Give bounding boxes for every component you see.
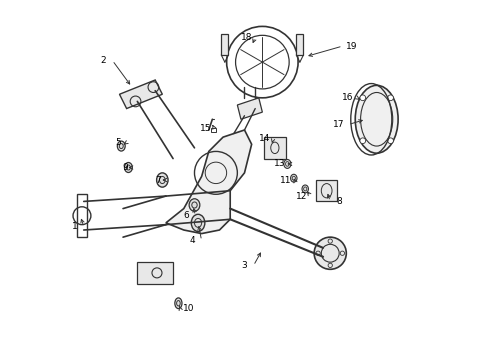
- Ellipse shape: [302, 185, 308, 193]
- Ellipse shape: [191, 214, 204, 231]
- Ellipse shape: [283, 159, 290, 168]
- Polygon shape: [221, 33, 228, 55]
- Text: 13: 13: [273, 159, 285, 168]
- Text: 10: 10: [183, 304, 195, 313]
- Text: 16: 16: [342, 93, 353, 102]
- Text: 17: 17: [333, 120, 344, 129]
- Circle shape: [359, 95, 365, 101]
- Polygon shape: [264, 137, 285, 158]
- Text: 8: 8: [336, 197, 341, 206]
- Text: 9: 9: [122, 163, 127, 172]
- Text: 15: 15: [199, 124, 210, 133]
- Ellipse shape: [189, 199, 200, 211]
- Circle shape: [387, 95, 393, 101]
- Polygon shape: [137, 262, 173, 284]
- Text: 3: 3: [241, 261, 247, 270]
- Text: 2: 2: [101, 56, 106, 65]
- Text: 6: 6: [183, 211, 189, 220]
- Text: 4: 4: [189, 236, 195, 245]
- Ellipse shape: [124, 162, 132, 172]
- Ellipse shape: [354, 85, 397, 153]
- Text: 18: 18: [240, 33, 251, 42]
- Bar: [210, 128, 216, 132]
- Circle shape: [387, 138, 393, 144]
- Polygon shape: [315, 180, 337, 202]
- Polygon shape: [119, 80, 162, 109]
- Ellipse shape: [175, 298, 182, 309]
- Circle shape: [313, 237, 346, 269]
- Polygon shape: [237, 98, 262, 119]
- Text: 7: 7: [155, 176, 161, 185]
- Text: 14: 14: [258, 134, 269, 143]
- Text: 1: 1: [72, 222, 78, 231]
- Text: 12: 12: [295, 192, 307, 201]
- Ellipse shape: [117, 141, 125, 151]
- Ellipse shape: [290, 174, 296, 182]
- Text: 5: 5: [115, 138, 121, 147]
- Polygon shape: [296, 33, 303, 55]
- Ellipse shape: [156, 173, 168, 187]
- Text: 11: 11: [279, 176, 291, 185]
- Circle shape: [359, 138, 365, 144]
- Text: 19: 19: [345, 41, 357, 50]
- Polygon shape: [165, 130, 251, 234]
